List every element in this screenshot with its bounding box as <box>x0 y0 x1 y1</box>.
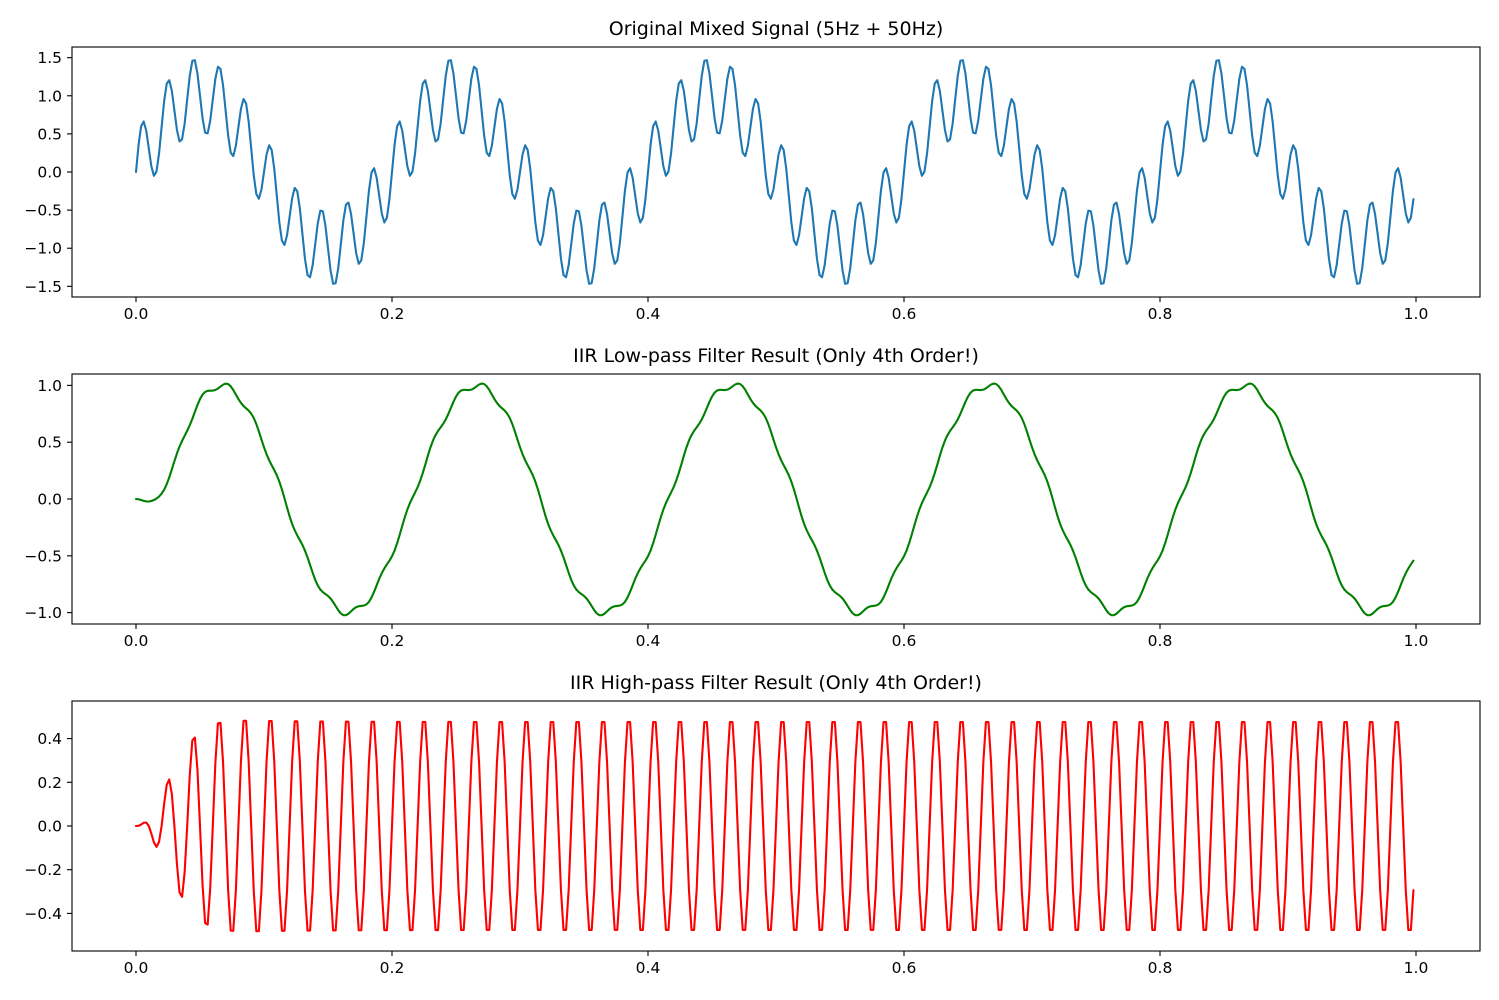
x-tick-label: 0.6 <box>892 632 917 650</box>
x-tick-label: 0.6 <box>892 305 917 323</box>
subplot-low-pass-result: IIR Low-pass Filter Result (Only 4th Ord… <box>24 345 1481 650</box>
x-tick-label: 0.0 <box>124 305 149 323</box>
x-tick-label: 0.4 <box>636 305 661 323</box>
y-tick-label: −0.5 <box>24 202 62 220</box>
x-tick-label: 1.0 <box>1404 632 1429 650</box>
x-tick-label: 0.2 <box>380 959 405 977</box>
subplot-title: Original Mixed Signal (5Hz + 50Hz) <box>609 18 944 40</box>
y-tick-label: −1.5 <box>24 278 62 296</box>
x-tick-label: 0.8 <box>1148 959 1173 977</box>
subplot-high-pass-result: IIR High-pass Filter Result (Only 4th Or… <box>24 672 1481 977</box>
axes-frame <box>71 700 1481 952</box>
y-tick-label: −0.5 <box>24 547 62 565</box>
y-tick-label: 0.0 <box>37 491 62 509</box>
x-tick-label: 0.8 <box>1148 305 1173 323</box>
tick-group: 0.0 0.2 0.4 0.6 0.8 1.0 −0.4 −0.2 0.0 0.2 0.4 <box>24 730 1428 977</box>
subplot-title: IIR High-pass Filter Result (Only 4th Or… <box>570 672 982 694</box>
tick-group: 0.0 0.2 0.4 0.6 0.8 1.0 −1.5 −1.0 −0.5 0.0 0.5 1.0 1… <box>24 49 1428 323</box>
y-tick-label: −1.0 <box>24 604 62 622</box>
y-tick-label: 0.0 <box>37 818 62 836</box>
y-tick-label: 1.0 <box>37 377 62 395</box>
tick-group: 0.0 0.2 0.4 0.6 0.8 1.0 −1.0 −0.5 0.0 0.5 1.0 <box>24 377 1428 650</box>
axes-frame <box>71 46 1481 298</box>
x-tick-label: 0.0 <box>124 959 149 977</box>
y-tick-label: 0.4 <box>37 730 62 748</box>
series-line <box>134 59 1415 285</box>
y-tick-label: −0.2 <box>24 861 62 879</box>
y-tick-label: −1.0 <box>24 240 62 258</box>
x-tick-label: 1.0 <box>1404 305 1429 323</box>
y-tick-label: 1.5 <box>37 49 62 67</box>
y-tick-label: 0.5 <box>37 434 62 452</box>
y-tick-label: 0.2 <box>37 774 62 792</box>
x-tick-label: 0.8 <box>1148 632 1173 650</box>
series-line <box>134 719 1415 933</box>
axes-frame <box>71 373 1481 625</box>
plot-area <box>134 59 1415 285</box>
plot-area <box>134 382 1415 617</box>
y-tick-label: 0.0 <box>37 164 62 182</box>
x-tick-label: 0.2 <box>380 632 405 650</box>
x-tick-label: 0.2 <box>380 305 405 323</box>
plot-area <box>134 719 1415 933</box>
subplot-original-signal: Original Mixed Signal (5Hz + 50Hz) 0.0 0.… <box>24 18 1481 323</box>
subplot-title: IIR Low-pass Filter Result (Only 4th Ord… <box>573 345 979 367</box>
x-tick-label: 0.0 <box>124 632 149 650</box>
y-tick-label: 0.5 <box>37 125 62 143</box>
y-tick-label: −0.4 <box>24 905 62 923</box>
y-tick-label: 1.0 <box>37 87 62 105</box>
x-tick-label: 0.6 <box>892 959 917 977</box>
x-tick-label: 0.4 <box>636 632 661 650</box>
x-tick-label: 0.4 <box>636 959 661 977</box>
x-tick-label: 1.0 <box>1404 959 1429 977</box>
series-line <box>134 382 1415 617</box>
